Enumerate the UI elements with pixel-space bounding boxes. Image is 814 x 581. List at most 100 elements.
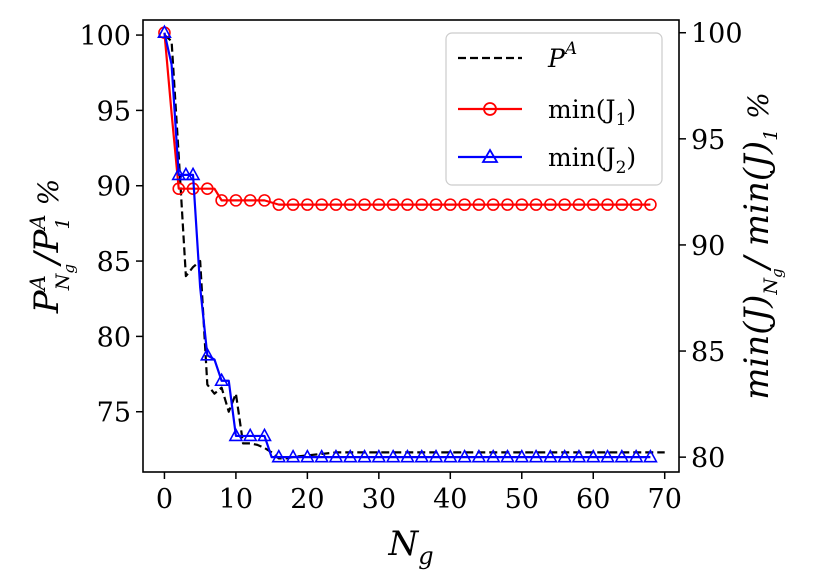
series-3-marker [557,448,573,463]
series-3-line [163,32,651,459]
x-tick-label: 70 [648,484,682,515]
series-2-marker [358,198,371,211]
series-3-marker [514,448,530,463]
series-2-marker [529,198,543,211]
legend-label-j2: min(J2) [548,143,636,178]
right-y-tick-label: 85 [691,337,725,368]
series-2-marker [586,198,600,211]
plot-frame [142,19,680,473]
series-3-marker [314,448,330,463]
x-tick-label: 0 [156,484,173,515]
series-2-marker [243,194,257,207]
series-3-marker [257,427,272,442]
x-tick-label: 40 [433,484,467,515]
series-3-marker [528,448,544,463]
left-y-axis-title: PA Ng/PA 1% [26,179,78,315]
left-y-axis-ticks: 75 80 85 90 95 100 [79,21,143,429]
series-3-marker [385,448,401,463]
series-3-marker [157,24,172,39]
series-3-marker [457,448,472,463]
left-y-tick-label: 95 [97,96,131,127]
series-3-marker [442,448,458,463]
series-layer [157,24,665,463]
series-3-marker [178,166,194,181]
series-1-line [163,34,665,460]
series-2-marker [415,198,429,211]
series-3-marker [414,448,430,463]
series-2-marker [272,198,286,211]
series-3-marker [571,448,587,463]
series-3-marker [371,448,387,463]
series-3-marker [300,448,315,463]
series-2-marker [172,182,186,196]
right-y-axis-title: min(J)Ng/ min(J)1% [737,92,786,400]
series-2-marker [601,198,614,211]
series-2-marker [229,194,243,207]
series-3-marker [543,448,558,463]
series-2-marker [301,198,314,211]
series-3-marker [228,427,244,442]
x-tick-label: 20 [290,484,324,515]
series-2-marker [615,198,629,211]
series-3-marker [285,448,301,463]
series-2-marker [343,198,357,211]
x-tick-label: 30 [362,484,396,515]
right-y-tick-label: 100 [691,19,743,50]
series-2-marker [386,198,400,211]
series-2-marker [486,198,500,211]
series-3-marker [628,448,644,463]
series-3-marker [400,448,415,463]
series-3-marker [500,448,515,463]
legend-label-j1: min(J1) [548,95,636,130]
x-tick-label: 10 [219,484,253,515]
left-y-tick-label: 75 [97,398,131,429]
legend-box [445,32,663,186]
right-y-tick-label: 95 [691,125,725,156]
series-3-marker [214,372,229,387]
series-3-marker [357,448,372,463]
series-3-marker [171,166,187,181]
series-2-marker [472,198,486,211]
series-2-marker [329,198,343,211]
legend: PA min(J1) min(J2) [445,32,663,186]
x-tick-label: 60 [576,484,610,515]
series-3-marker [199,347,215,361]
series-2-marker [629,198,643,211]
series-2-marker [315,198,328,211]
series-2-marker [558,198,571,211]
right-y-tick-label: 80 [691,443,725,474]
series-3-marker [471,448,487,463]
series-2-marker [258,194,271,207]
series-3-marker [600,448,615,463]
series-2-marker [515,198,529,211]
series-3-marker [585,448,601,463]
series-3-marker [428,448,444,463]
series-2-marker [501,198,514,211]
x-tick-label: 50 [505,484,539,515]
series-2-marker [444,198,457,211]
series-3-marker [342,448,358,463]
series-2-marker [572,198,586,211]
series-2-marker [429,198,443,211]
series-2-marker [458,198,471,211]
x-axis-ticks: 0 10 20 30 40 50 60 70 [156,472,682,515]
legend-label-pa: PA [547,39,577,73]
series-2-marker [286,198,300,211]
series-2-marker [215,194,228,207]
series-3-marker [485,448,501,463]
legend-marker-j2 [481,148,499,163]
series-3-marker [328,448,344,463]
series-3-marker [185,166,201,181]
series-3-marker [242,427,258,442]
series-2-marker [544,198,557,211]
series-2-marker [644,198,657,211]
series-2-marker [372,198,386,211]
series-3-marker [614,448,630,463]
left-y-tick-label: 85 [97,247,131,278]
right-y-tick-label: 90 [691,231,725,262]
x-axis-title: Ng [387,524,433,570]
series-3-marker [643,448,658,463]
right-y-axis-ticks: 80 85 90 95 100 [679,19,743,474]
left-y-tick-label: 100 [79,21,131,52]
